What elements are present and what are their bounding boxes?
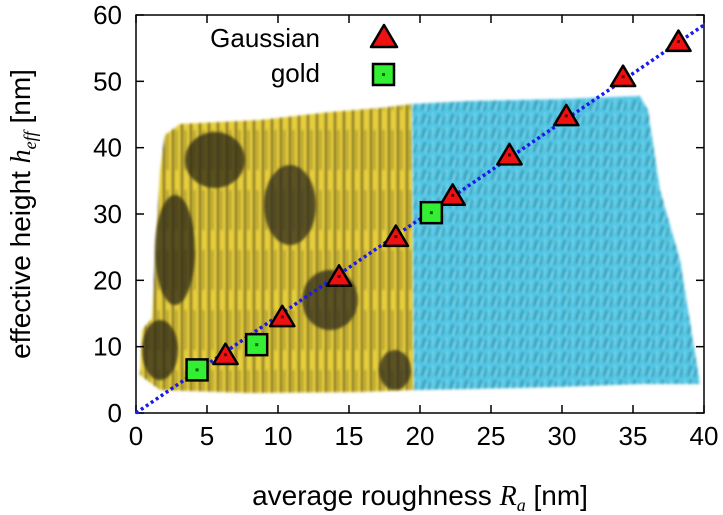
x-tick-label: 40: [690, 421, 719, 451]
gaussian-point-center: [676, 40, 680, 44]
x-axis-label: average roughness Ra [nm]: [252, 480, 588, 515]
x-tick-label: 10: [264, 421, 293, 451]
y-tick-label: 30: [93, 199, 122, 229]
gaussian-point-center: [337, 274, 341, 278]
gold-dark-patches: [142, 132, 411, 390]
x-tick-label: 20: [406, 421, 435, 451]
legend-triangle-marker: [369, 23, 399, 49]
x-tick-label: 0: [129, 421, 143, 451]
y-tick-label: 0: [108, 398, 122, 428]
gaussian-point-center: [621, 75, 625, 79]
axis-ticks: 0 5 10 15 20 25 30 35 40 0 10 20 30 40 50 60: [93, 0, 718, 451]
y-tick-label: 50: [93, 66, 122, 96]
gold-point-center: [195, 368, 199, 372]
gaussian-point-center: [394, 235, 398, 239]
legend-label-gaussian: Gaussian: [210, 23, 320, 53]
y-tick-label: 40: [93, 133, 122, 163]
gaussian-point-center: [507, 153, 511, 157]
gold-point-center: [429, 211, 433, 215]
gaussian-point-center: [223, 353, 227, 357]
x-tick-label: 5: [200, 421, 214, 451]
y-tick-label: 10: [93, 332, 122, 362]
surface-images: [140, 96, 700, 393]
data-points: [185, 29, 692, 382]
x-tick-label: 35: [619, 421, 648, 451]
legend-square-dot: [382, 73, 385, 76]
x-tick-label: 25: [477, 421, 506, 451]
legend-label-gold: gold: [271, 58, 320, 88]
gaussian-point-center: [280, 315, 284, 319]
gold-point-center: [255, 343, 259, 347]
legend: Gaussian gold: [210, 23, 399, 88]
y-tick-label: 20: [93, 265, 122, 295]
y-axis-label: effective height heff [nm]: [5, 69, 40, 359]
gaussian-point-center: [451, 193, 455, 197]
gaussian-point-center: [564, 114, 568, 118]
gaussian-surface-image: [412, 96, 700, 390]
x-tick-label: 30: [548, 421, 577, 451]
x-tick-label: 15: [335, 421, 364, 451]
y-tick-label: 60: [93, 0, 122, 30]
